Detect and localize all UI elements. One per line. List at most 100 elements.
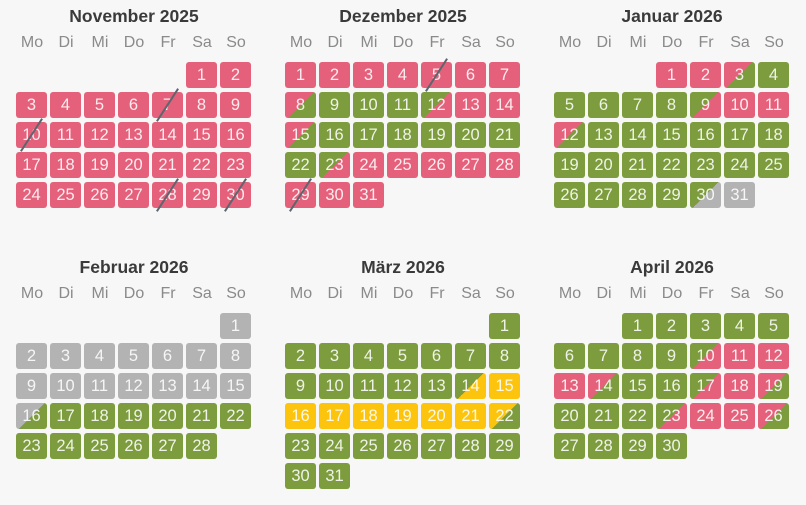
day-cell-29[interactable]: 29: [622, 433, 653, 459]
day-cell-10[interactable]: 10: [50, 373, 81, 399]
day-cell-18[interactable]: 18: [353, 403, 384, 429]
day-cell-10[interactable]: 10: [16, 122, 47, 148]
day-cell-8[interactable]: 8: [489, 343, 520, 369]
day-cell-4[interactable]: 4: [387, 62, 418, 88]
day-cell-3[interactable]: 3: [724, 62, 755, 88]
day-cell-14[interactable]: 14: [622, 122, 653, 148]
day-cell-21[interactable]: 21: [152, 152, 183, 178]
day-cell-6[interactable]: 6: [455, 62, 486, 88]
day-cell-18[interactable]: 18: [758, 122, 789, 148]
day-cell-13[interactable]: 13: [118, 122, 149, 148]
day-cell-24[interactable]: 24: [353, 152, 384, 178]
day-cell-12[interactable]: 12: [421, 92, 452, 118]
day-cell-13[interactable]: 13: [152, 373, 183, 399]
day-cell-15[interactable]: 15: [489, 373, 520, 399]
day-cell-15[interactable]: 15: [656, 122, 687, 148]
day-cell-15[interactable]: 15: [220, 373, 251, 399]
day-cell-8[interactable]: 8: [186, 92, 217, 118]
day-cell-19[interactable]: 19: [758, 373, 789, 399]
day-cell-26[interactable]: 26: [421, 152, 452, 178]
day-cell-11[interactable]: 11: [758, 92, 789, 118]
day-cell-7[interactable]: 7: [455, 343, 486, 369]
day-cell-27[interactable]: 27: [588, 182, 619, 208]
day-cell-26[interactable]: 26: [84, 182, 115, 208]
day-cell-19[interactable]: 19: [84, 152, 115, 178]
day-cell-3[interactable]: 3: [16, 92, 47, 118]
day-cell-22[interactable]: 22: [622, 403, 653, 429]
day-cell-11[interactable]: 11: [724, 343, 755, 369]
day-cell-31[interactable]: 31: [724, 182, 755, 208]
day-cell-21[interactable]: 21: [489, 122, 520, 148]
day-cell-7[interactable]: 7: [622, 92, 653, 118]
day-cell-19[interactable]: 19: [421, 122, 452, 148]
day-cell-27[interactable]: 27: [118, 182, 149, 208]
day-cell-4[interactable]: 4: [353, 343, 384, 369]
day-cell-20[interactable]: 20: [554, 403, 585, 429]
day-cell-30[interactable]: 30: [690, 182, 721, 208]
day-cell-14[interactable]: 14: [186, 373, 217, 399]
day-cell-12[interactable]: 12: [387, 373, 418, 399]
day-cell-28[interactable]: 28: [588, 433, 619, 459]
day-cell-25[interactable]: 25: [353, 433, 384, 459]
day-cell-6[interactable]: 6: [421, 343, 452, 369]
day-cell-4[interactable]: 4: [84, 343, 115, 369]
day-cell-16[interactable]: 16: [656, 373, 687, 399]
day-cell-2[interactable]: 2: [319, 62, 350, 88]
day-cell-17[interactable]: 17: [724, 122, 755, 148]
day-cell-24[interactable]: 24: [50, 433, 81, 459]
day-cell-26[interactable]: 26: [758, 403, 789, 429]
day-cell-29[interactable]: 29: [285, 182, 316, 208]
day-cell-21[interactable]: 21: [186, 403, 217, 429]
day-cell-29[interactable]: 29: [489, 433, 520, 459]
day-cell-13[interactable]: 13: [421, 373, 452, 399]
day-cell-3[interactable]: 3: [353, 62, 384, 88]
day-cell-1[interactable]: 1: [656, 62, 687, 88]
day-cell-11[interactable]: 11: [387, 92, 418, 118]
day-cell-4[interactable]: 4: [758, 62, 789, 88]
day-cell-12[interactable]: 12: [554, 122, 585, 148]
day-cell-29[interactable]: 29: [186, 182, 217, 208]
day-cell-7[interactable]: 7: [152, 92, 183, 118]
day-cell-14[interactable]: 14: [152, 122, 183, 148]
day-cell-27[interactable]: 27: [554, 433, 585, 459]
day-cell-1[interactable]: 1: [186, 62, 217, 88]
day-cell-22[interactable]: 22: [220, 403, 251, 429]
day-cell-2[interactable]: 2: [16, 343, 47, 369]
day-cell-10[interactable]: 10: [690, 343, 721, 369]
day-cell-31[interactable]: 31: [353, 182, 384, 208]
day-cell-28[interactable]: 28: [622, 182, 653, 208]
day-cell-23[interactable]: 23: [656, 403, 687, 429]
day-cell-8[interactable]: 8: [656, 92, 687, 118]
day-cell-14[interactable]: 14: [455, 373, 486, 399]
day-cell-1[interactable]: 1: [622, 313, 653, 339]
day-cell-22[interactable]: 22: [656, 152, 687, 178]
day-cell-7[interactable]: 7: [489, 62, 520, 88]
day-cell-17[interactable]: 17: [353, 122, 384, 148]
day-cell-6[interactable]: 6: [118, 92, 149, 118]
day-cell-20[interactable]: 20: [118, 152, 149, 178]
day-cell-5[interactable]: 5: [84, 92, 115, 118]
day-cell-26[interactable]: 26: [387, 433, 418, 459]
day-cell-2[interactable]: 2: [656, 313, 687, 339]
day-cell-16[interactable]: 16: [285, 403, 316, 429]
day-cell-5[interactable]: 5: [554, 92, 585, 118]
day-cell-21[interactable]: 21: [622, 152, 653, 178]
day-cell-16[interactable]: 16: [16, 403, 47, 429]
day-cell-20[interactable]: 20: [455, 122, 486, 148]
day-cell-25[interactable]: 25: [50, 182, 81, 208]
day-cell-2[interactable]: 2: [690, 62, 721, 88]
day-cell-2[interactable]: 2: [220, 62, 251, 88]
day-cell-21[interactable]: 21: [588, 403, 619, 429]
day-cell-12[interactable]: 12: [118, 373, 149, 399]
day-cell-25[interactable]: 25: [724, 403, 755, 429]
day-cell-11[interactable]: 11: [84, 373, 115, 399]
day-cell-26[interactable]: 26: [118, 433, 149, 459]
day-cell-12[interactable]: 12: [758, 343, 789, 369]
day-cell-1[interactable]: 1: [285, 62, 316, 88]
day-cell-23[interactable]: 23: [690, 152, 721, 178]
day-cell-9[interactable]: 9: [16, 373, 47, 399]
day-cell-18[interactable]: 18: [50, 152, 81, 178]
day-cell-3[interactable]: 3: [319, 343, 350, 369]
day-cell-24[interactable]: 24: [16, 182, 47, 208]
day-cell-26[interactable]: 26: [554, 182, 585, 208]
